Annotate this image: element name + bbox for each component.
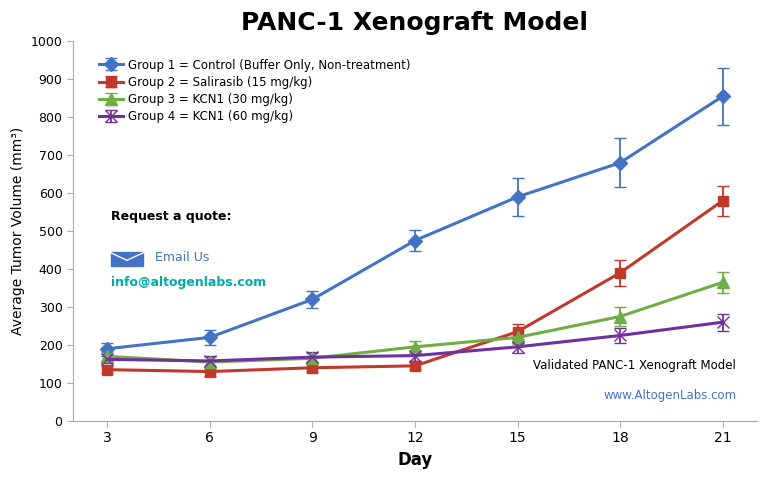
Title: PANC-1 Xenograft Model: PANC-1 Xenograft Model bbox=[241, 11, 588, 35]
Text: info@altogenlabs.com: info@altogenlabs.com bbox=[111, 276, 266, 289]
X-axis label: Day: Day bbox=[397, 451, 432, 469]
Legend: Group 1 = Control (Buffer Only, Non-treatment), Group 2 = Salirasib (15 mg/kg), : Group 1 = Control (Buffer Only, Non-trea… bbox=[99, 59, 410, 123]
Y-axis label: Average Tumor Volume (mm³): Average Tumor Volume (mm³) bbox=[11, 127, 25, 335]
Text: www.AltogenLabs.com: www.AltogenLabs.com bbox=[603, 389, 737, 402]
FancyBboxPatch shape bbox=[111, 252, 144, 266]
Text: Validated PANC-1 Xenograft Model: Validated PANC-1 Xenograft Model bbox=[534, 359, 737, 372]
Text: Request a quote:: Request a quote: bbox=[111, 210, 231, 224]
Text: Email Us: Email Us bbox=[155, 251, 210, 264]
